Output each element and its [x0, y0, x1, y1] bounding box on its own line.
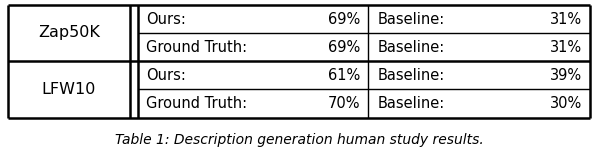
Text: Baseline:: Baseline: — [378, 68, 446, 83]
Text: Zap50K: Zap50K — [38, 25, 100, 40]
Text: Baseline:: Baseline: — [378, 96, 446, 111]
Text: Ours:: Ours: — [146, 68, 186, 83]
Text: Ours:: Ours: — [146, 12, 186, 27]
Text: Ground Truth:: Ground Truth: — [146, 96, 247, 111]
Text: Ground Truth:: Ground Truth: — [146, 40, 247, 55]
Text: 61%: 61% — [328, 68, 360, 83]
Text: 39%: 39% — [550, 68, 582, 83]
Text: Baseline:: Baseline: — [378, 40, 446, 55]
Text: LFW10: LFW10 — [42, 82, 96, 97]
Text: 70%: 70% — [328, 96, 360, 111]
Text: 31%: 31% — [550, 12, 582, 27]
Text: Baseline:: Baseline: — [378, 12, 446, 27]
Text: 69%: 69% — [328, 12, 360, 27]
Text: 69%: 69% — [328, 40, 360, 55]
Text: 30%: 30% — [550, 96, 582, 111]
Text: Table 1: Description generation human study results.: Table 1: Description generation human st… — [115, 133, 483, 147]
Text: 31%: 31% — [550, 40, 582, 55]
